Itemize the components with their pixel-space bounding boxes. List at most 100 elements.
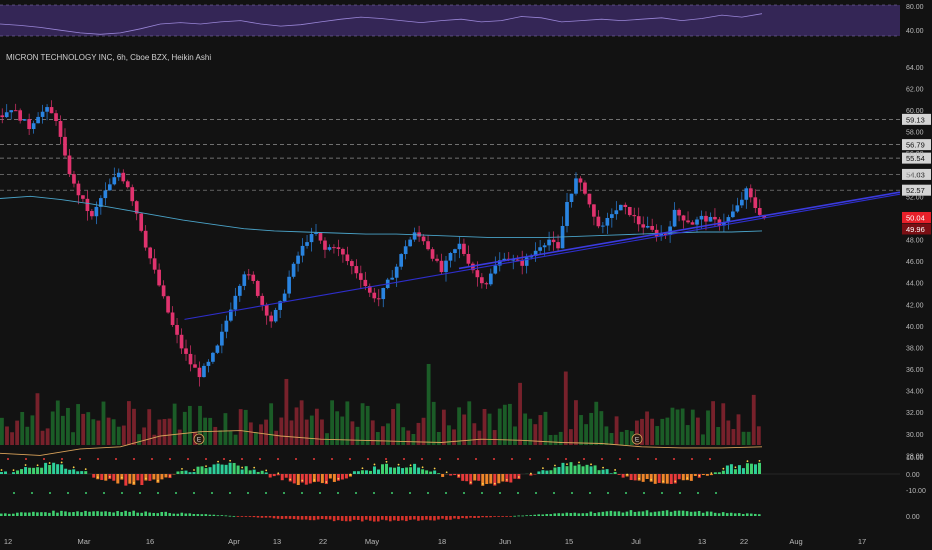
osc-top-dot [547,458,549,460]
candle-body [627,206,632,216]
hist-bar [212,514,216,516]
osc-signal-dot [517,476,520,478]
osc-bar [589,466,593,474]
osc-bar [332,474,336,482]
volume-bar [441,409,446,445]
candle-body [246,274,251,276]
time-tick-label: 17 [858,537,866,546]
volume-bar [589,412,594,445]
earnings-marker-label: E [197,437,202,444]
osc-bar [32,467,36,474]
level-label-bg [902,139,931,151]
volume-bar [111,419,116,445]
candle-body [296,255,300,264]
time-tick-label: 13 [698,537,706,546]
osc-signal-dot [722,467,725,470]
candle-body [40,111,45,117]
candle-body [305,242,309,246]
hist-bar [168,513,172,516]
hist-bar [589,511,593,516]
hist-bar [0,513,3,516]
osc-bar [533,474,537,475]
osc-bar [156,474,160,483]
volume-bar [487,413,492,445]
volume-bar [492,430,497,445]
candle-body [444,260,448,273]
candle-body [273,309,278,322]
osc-bar [661,474,665,484]
candle-body [457,243,462,250]
osc-bar [52,462,56,474]
volume-bar [330,400,335,445]
candle-body [363,279,368,287]
osc-bottom-dot [67,492,69,494]
candle-body [152,258,157,270]
osc-top-dot [421,458,423,460]
osc-bar [449,474,453,476]
osc-bar [16,470,20,474]
osc-bar [272,474,276,477]
volume-bar [548,434,553,445]
osc-bar [677,474,681,480]
volume-bar [533,424,538,445]
osc-bar [240,469,244,474]
volume-bar [60,415,65,445]
osc-signal-dot [132,481,135,484]
hist-bar [372,516,376,522]
candle-body [318,232,323,241]
osc-bottom-dot [679,492,681,494]
hist-bar [381,516,384,520]
osc-top-dot [583,458,585,460]
hist-bar [485,516,488,518]
hist-bar [140,512,143,516]
volume-bar [640,418,644,445]
hist-bar [733,513,737,516]
osc-signal-dot [566,463,568,466]
osc-bottom-dot [337,492,339,494]
osc-top-dot [169,458,171,460]
volume-bar [716,426,721,445]
volume-ma-line [0,430,763,456]
candle-body [9,110,14,113]
osc-signal-dot [493,482,496,485]
osc-signal-dot [602,466,604,469]
osc-signal-dot [578,461,580,464]
volume-bar [375,432,380,445]
osc-bottom-dot [481,492,483,494]
hist-bar [453,516,456,519]
osc-signal-dot [144,477,147,480]
trendline-upper [458,191,901,270]
hist-bar [577,513,581,516]
hist-bar [581,513,585,516]
candle-body [645,225,650,228]
osc-bottom-dot [535,492,537,494]
candle-body [242,274,247,286]
osc-bar [541,470,545,474]
hist-bar [172,513,176,516]
price-tick-label: 56.00 [906,151,924,158]
osc-bar [753,464,757,474]
osc-tick-label: 10.00 [906,455,924,462]
volume-bar [66,407,70,445]
osc-bar [312,474,316,483]
time-tick-label: 22 [740,537,748,546]
osc-bar [104,474,108,481]
osc-bottom-dot [643,492,645,494]
candle-body [426,241,430,250]
osc-signal-dot [445,471,448,474]
osc-bar [693,474,697,476]
osc-bar [409,467,413,474]
candle-body [229,309,233,321]
hist-bar [264,516,268,518]
hist-bar [649,512,653,516]
hist-bar [52,510,55,516]
osc-top-dot [277,458,279,460]
candle-body [130,187,135,202]
hist-bar [64,511,67,516]
current-price-bg-2 [902,223,931,235]
osc-signal-dot [108,476,111,478]
volume-bar [162,419,167,445]
osc-bar [304,474,308,485]
hist-bar [352,516,356,520]
osc-bar [232,462,236,474]
